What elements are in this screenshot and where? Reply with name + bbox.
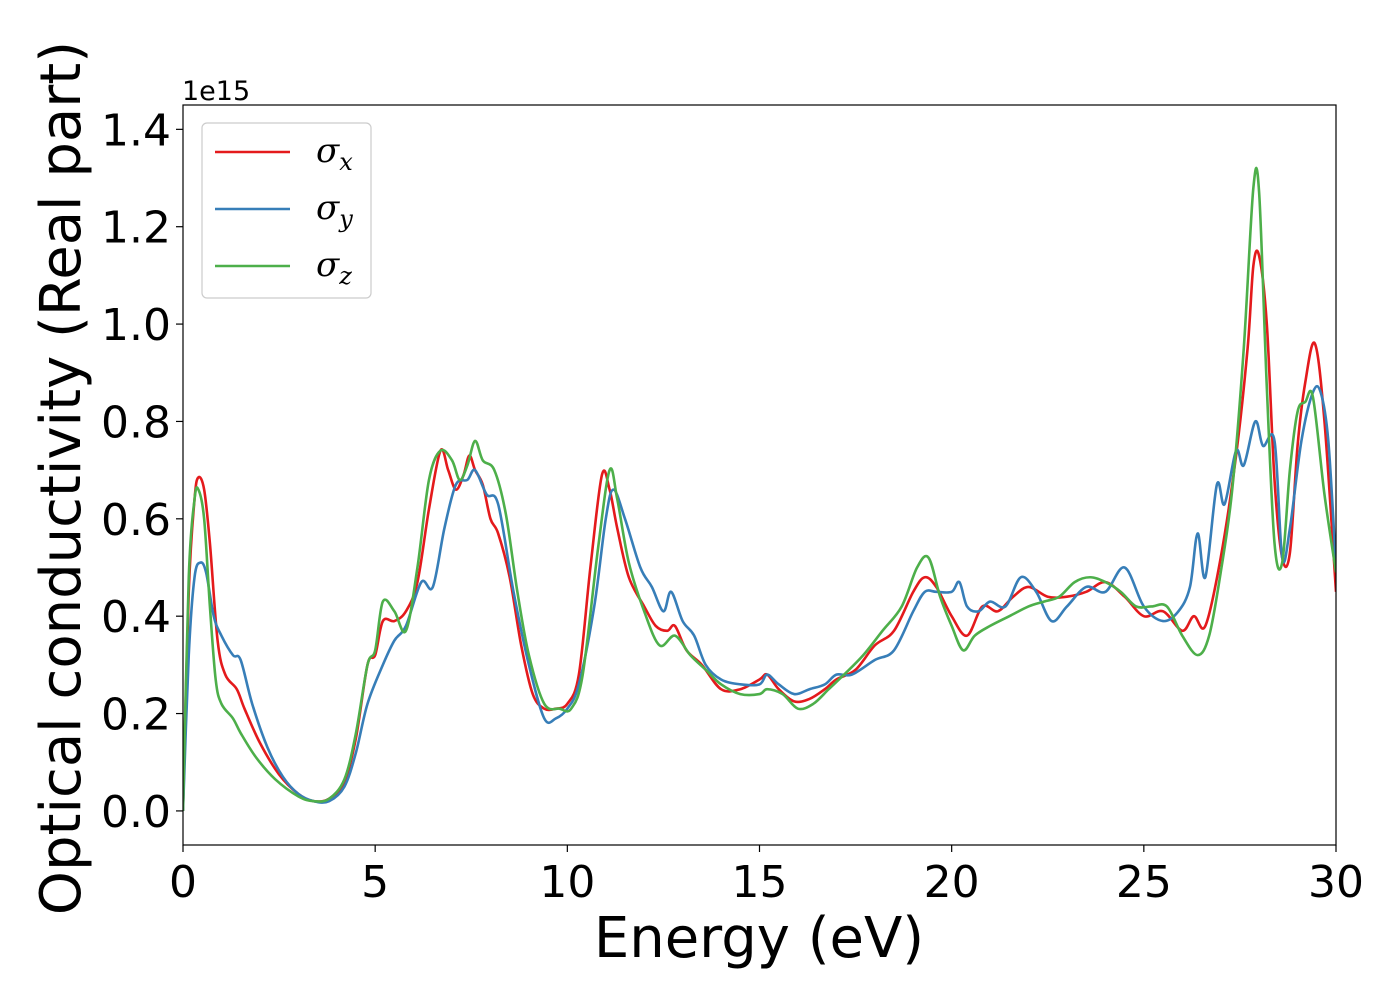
y-tick-label: 0.4: [101, 592, 171, 643]
y-tick-label: 0.2: [101, 690, 171, 741]
x-axis: 0 5 10 15 20 25 30: [169, 845, 1364, 908]
x-tick-label: 15: [732, 857, 788, 908]
x-tick-label: 0: [169, 857, 197, 908]
x-tick-label: 25: [1116, 857, 1172, 908]
series-line-sigma-z: [183, 166, 1336, 811]
legend-entries: σx σy σz: [215, 131, 353, 290]
y-tick-label: 1.4: [101, 105, 171, 156]
series-layer: [183, 166, 1336, 811]
y-tick-label: 0.6: [101, 495, 171, 546]
x-tick-label: 20: [924, 857, 980, 908]
y-offset-label: 1e15: [182, 76, 250, 107]
x-axis-label: Energy (eV): [594, 906, 924, 971]
x-tick-label: 10: [539, 857, 595, 908]
legend-label-sigma-z: σz: [316, 245, 352, 290]
y-tick-label: 0.0: [101, 787, 171, 838]
legend-box: [201, 122, 372, 299]
y-tick-label: 1.0: [101, 300, 171, 351]
legend-label-sigma-x: σx: [316, 131, 353, 176]
legend: σx σy σz: [201, 122, 372, 299]
y-tick-label: 0.8: [101, 397, 171, 448]
x-tick-label: 30: [1308, 857, 1364, 908]
series-line-sigma-y: [183, 384, 1336, 811]
y-axis: 0.0 0.2 0.4 0.6 0.8 1.0 1.2 1.4: [101, 105, 183, 838]
legend-label-sigma-y: σy: [316, 188, 353, 233]
plot-background: [183, 105, 1336, 845]
y-axis-label: Optical conductivity (Real part): [29, 41, 94, 915]
x-tick-label: 5: [361, 857, 389, 908]
y-tick-label: 1.2: [101, 203, 171, 254]
